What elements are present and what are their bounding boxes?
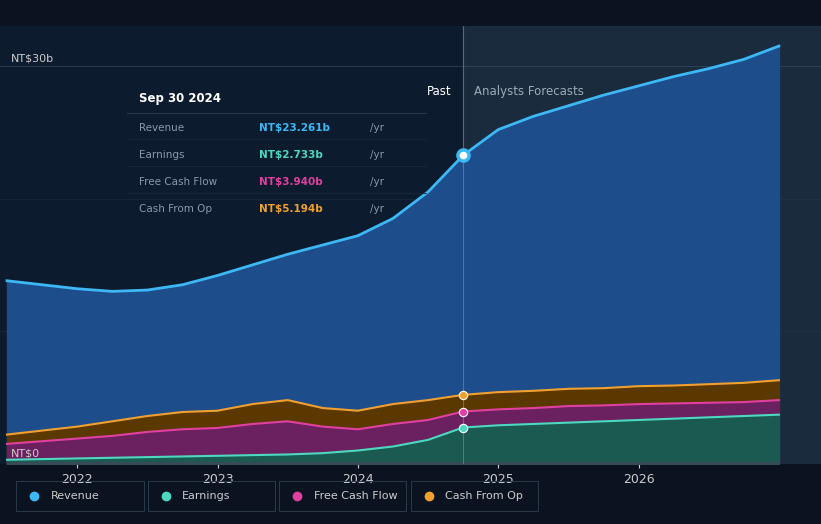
Text: NT$2.733b: NT$2.733b (259, 150, 323, 160)
Text: NT$23.261b: NT$23.261b (259, 123, 330, 134)
Text: /yr: /yr (370, 203, 384, 214)
Text: Revenue: Revenue (51, 490, 99, 500)
Text: Cash From Op: Cash From Op (445, 490, 523, 500)
Text: /yr: /yr (370, 177, 384, 187)
Text: Sep 30 2024: Sep 30 2024 (140, 92, 221, 105)
Text: Cash From Op: Cash From Op (140, 203, 213, 214)
Text: Past: Past (427, 85, 452, 99)
Text: NT$5.194b: NT$5.194b (259, 203, 323, 214)
Text: Revenue: Revenue (140, 123, 185, 134)
Text: Earnings: Earnings (182, 490, 231, 500)
Text: /yr: /yr (370, 150, 384, 160)
Text: NT$0: NT$0 (11, 449, 40, 458)
Text: Free Cash Flow: Free Cash Flow (140, 177, 218, 187)
Bar (463, 26, 821, 464)
Text: /yr: /yr (370, 123, 384, 134)
Text: NT$30b: NT$30b (11, 53, 54, 63)
Text: Analysts Forecasts: Analysts Forecasts (475, 85, 585, 99)
Text: Free Cash Flow: Free Cash Flow (314, 490, 397, 500)
Text: Earnings: Earnings (140, 150, 185, 160)
Text: NT$3.940b: NT$3.940b (259, 177, 323, 187)
